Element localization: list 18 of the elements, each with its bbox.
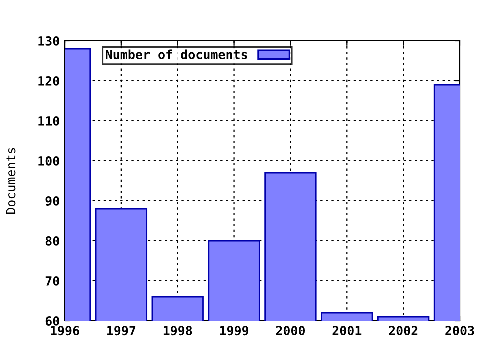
x-tick-label: 1998 bbox=[164, 326, 192, 336]
y-tick-label: 90 bbox=[46, 196, 60, 206]
y-tick-label: 80 bbox=[46, 236, 60, 246]
y-tick-label: 130 bbox=[38, 36, 60, 46]
y-tick-label: 60 bbox=[46, 316, 60, 326]
x-tick-label: 2002 bbox=[389, 326, 418, 336]
x-tick-label: 1997 bbox=[108, 326, 136, 336]
y-tick-label: 70 bbox=[46, 276, 60, 286]
y-tick-label: 120 bbox=[38, 76, 60, 86]
x-tick-label: 2003 bbox=[446, 326, 474, 336]
x-tick-label: 2001 bbox=[332, 326, 362, 336]
y-tick-label: 100 bbox=[38, 156, 60, 166]
y-tick-label: 110 bbox=[38, 116, 60, 126]
y-axis-title: Documents bbox=[6, 148, 16, 214]
x-tick-label: 1999 bbox=[220, 326, 249, 336]
legend-label: Number of documents bbox=[106, 50, 248, 60]
x-tick-label: 1996 bbox=[51, 326, 80, 336]
x-tick-label: 2000 bbox=[276, 326, 306, 336]
